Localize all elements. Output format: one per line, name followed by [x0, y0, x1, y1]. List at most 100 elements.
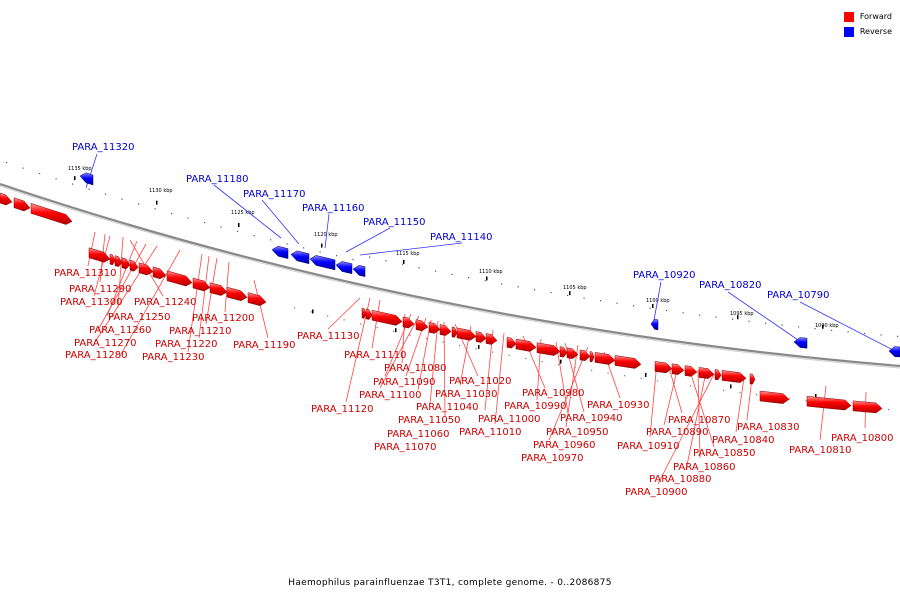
- forward-gene-arrow[interactable]: [0, 192, 13, 206]
- forward-gene-arrow[interactable]: [721, 370, 747, 383]
- forward-gene-arrow[interactable]: [439, 324, 452, 336]
- gene-label-forward[interactable]: PARA_11200: [192, 313, 254, 324]
- gene-label-forward[interactable]: PARA_11130: [297, 331, 359, 342]
- gene-label-forward[interactable]: PARA_10840: [712, 435, 774, 446]
- reverse-gene-arrow[interactable]: [271, 245, 289, 259]
- forward-gene-arrow[interactable]: [247, 292, 267, 306]
- gene-label-forward[interactable]: PARA_11240: [134, 297, 196, 308]
- forward-gene-arrow[interactable]: [129, 259, 139, 272]
- reverse-gene-arrow[interactable]: [793, 337, 808, 349]
- gene-label-forward[interactable]: PARA_11050: [398, 415, 460, 426]
- forward-gene-arrow[interactable]: [361, 307, 367, 319]
- gene-label-forward[interactable]: PARA_11010: [459, 427, 521, 438]
- gene-label-forward[interactable]: PARA_11290: [69, 284, 131, 295]
- forward-gene-arrow[interactable]: [589, 351, 595, 363]
- forward-gene-arrow[interactable]: [88, 247, 111, 263]
- gene-label-forward[interactable]: PARA_11060: [387, 429, 449, 440]
- forward-gene-arrow[interactable]: [714, 369, 722, 381]
- gene-label-reverse[interactable]: PARA_10820: [699, 280, 761, 291]
- forward-gene-arrow[interactable]: [506, 337, 517, 349]
- gene-label-forward[interactable]: PARA_11120: [311, 404, 373, 415]
- forward-gene-arrow[interactable]: [428, 321, 441, 334]
- forward-gene-arrow[interactable]: [209, 282, 228, 296]
- reverse-gene-arrow[interactable]: [335, 261, 353, 275]
- forward-gene-arrow[interactable]: [485, 333, 498, 345]
- forward-gene-arrow[interactable]: [475, 331, 487, 343]
- gene-label-forward[interactable]: PARA_11220: [155, 339, 217, 350]
- gene-label-forward[interactable]: PARA_10830: [737, 422, 799, 433]
- forward-gene-arrow[interactable]: [166, 270, 193, 287]
- gene-label-forward[interactable]: PARA_10960: [533, 440, 595, 451]
- gene-label-forward[interactable]: PARA_10980: [522, 388, 584, 399]
- gene-label-forward[interactable]: PARA_11090: [373, 377, 435, 388]
- gene-label-forward[interactable]: PARA_11190: [233, 340, 295, 351]
- gene-label-forward[interactable]: PARA_10940: [560, 413, 622, 424]
- gene-label-forward[interactable]: PARA_11210: [169, 326, 231, 337]
- gene-label-forward[interactable]: PARA_10870: [668, 415, 730, 426]
- gene-label-forward[interactable]: PARA_11260: [89, 325, 151, 336]
- gene-label-reverse[interactable]: PARA_11150: [363, 217, 425, 228]
- forward-gene-arrow[interactable]: [121, 257, 131, 270]
- forward-gene-arrow[interactable]: [13, 197, 31, 212]
- forward-gene-arrow[interactable]: [114, 255, 123, 267]
- forward-gene-arrow[interactable]: [415, 319, 429, 332]
- forward-gene-arrow[interactable]: [109, 253, 116, 266]
- forward-gene-arrow[interactable]: [852, 400, 883, 414]
- gene-label-reverse[interactable]: PARA_11140: [430, 232, 492, 243]
- gene-label-forward[interactable]: PARA_11070: [374, 442, 436, 453]
- forward-gene-arrow[interactable]: [402, 316, 415, 329]
- gene-label-forward[interactable]: PARA_10950: [546, 427, 608, 438]
- forward-gene-arrow[interactable]: [152, 266, 167, 280]
- gene-label-forward[interactable]: PARA_10860: [673, 462, 735, 473]
- forward-gene-arrow[interactable]: [579, 349, 591, 361]
- gene-label-forward[interactable]: PARA_10880: [649, 474, 711, 485]
- reverse-gene-arrow[interactable]: [79, 172, 94, 186]
- gene-label-reverse[interactable]: PARA_11170: [243, 189, 305, 200]
- forward-gene-arrow[interactable]: [456, 327, 477, 341]
- forward-gene-arrow[interactable]: [759, 390, 790, 404]
- forward-gene-arrow[interactable]: [566, 347, 579, 359]
- gene-label-forward[interactable]: PARA_10890: [646, 427, 708, 438]
- gene-label-reverse[interactable]: PARA_10790: [767, 290, 829, 301]
- gene-label-forward[interactable]: PARA_11100: [359, 390, 421, 401]
- gene-label-forward[interactable]: PARA_11040: [416, 402, 478, 413]
- gene-label-reverse[interactable]: PARA_11160: [302, 203, 364, 214]
- gene-label-reverse[interactable]: PARA_10920: [633, 270, 695, 281]
- gene-label-forward[interactable]: PARA_10800: [831, 433, 893, 444]
- forward-gene-arrow[interactable]: [515, 338, 537, 352]
- gene-label-forward[interactable]: PARA_10900: [625, 487, 687, 498]
- gene-label-forward[interactable]: PARA_10970: [521, 453, 583, 464]
- forward-gene-arrow[interactable]: [536, 342, 561, 356]
- forward-gene-arrow[interactable]: [614, 355, 642, 369]
- reverse-gene-arrow[interactable]: [309, 255, 336, 271]
- gene-label-forward[interactable]: PARA_11020: [449, 376, 511, 387]
- gene-label-forward[interactable]: PARA_10990: [504, 401, 566, 412]
- forward-gene-arrow[interactable]: [365, 308, 373, 320]
- gene-label-forward[interactable]: PARA_10930: [587, 400, 649, 411]
- forward-gene-arrow[interactable]: [226, 286, 248, 302]
- gene-label-reverse[interactable]: PARA_11320: [72, 142, 134, 153]
- gene-label-forward[interactable]: PARA_11300: [60, 297, 122, 308]
- gene-label-forward[interactable]: PARA_10910: [617, 441, 679, 452]
- gene-label-forward[interactable]: PARA_11080: [384, 363, 446, 374]
- gene-label-forward[interactable]: PARA_11230: [142, 352, 204, 363]
- reverse-gene-arrow[interactable]: [290, 250, 310, 265]
- gene-label-forward[interactable]: PARA_11250: [108, 312, 170, 323]
- reverse-gene-arrow[interactable]: [650, 319, 659, 331]
- gene-label-forward[interactable]: PARA_11030: [435, 389, 497, 400]
- forward-gene-arrow[interactable]: [594, 352, 616, 365]
- gene-label-forward[interactable]: PARA_11280: [65, 350, 127, 361]
- forward-gene-arrow[interactable]: [806, 395, 852, 411]
- forward-gene-arrow[interactable]: [371, 309, 403, 326]
- gene-label-reverse[interactable]: PARA_11180: [186, 174, 248, 185]
- gene-label-forward[interactable]: PARA_11110: [344, 350, 406, 361]
- forward-gene-arrow[interactable]: [654, 361, 673, 374]
- forward-gene-arrow[interactable]: [698, 367, 715, 379]
- forward-gene-arrow[interactable]: [138, 262, 154, 276]
- gene-label-forward[interactable]: PARA_10810: [789, 445, 851, 456]
- forward-gene-arrow[interactable]: [684, 365, 698, 377]
- gene-label-forward[interactable]: PARA_11000: [478, 414, 540, 425]
- reverse-gene-arrow[interactable]: [352, 265, 366, 277]
- forward-gene-arrow[interactable]: [559, 346, 568, 358]
- forward-gene-arrow[interactable]: [749, 373, 756, 385]
